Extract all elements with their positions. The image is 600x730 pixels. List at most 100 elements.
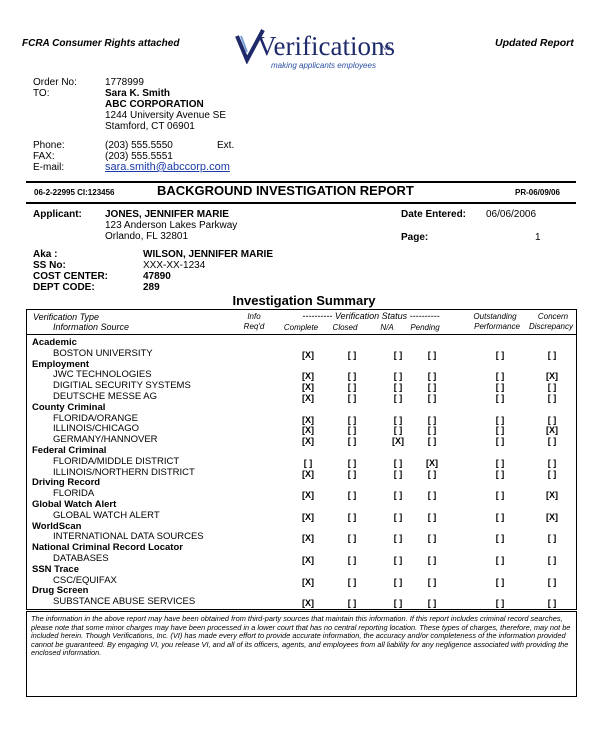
- value: XXX-XX-1234: [143, 260, 206, 271]
- status-box: [ ]: [495, 511, 505, 522]
- status-box: [X]: [546, 511, 558, 522]
- report-ref: PR-06/09/06: [515, 188, 560, 197]
- col-header: Pending: [410, 323, 440, 332]
- value: 1: [535, 232, 541, 243]
- status-box: [X]: [426, 457, 438, 468]
- group-name: Federal Criminal: [32, 445, 107, 456]
- status-box: [ ]: [547, 349, 557, 360]
- status-box: [ ]: [495, 576, 505, 587]
- status-box: [ ]: [495, 457, 505, 468]
- status-box: [ ]: [427, 425, 437, 436]
- value: Stamford, CT 06901: [105, 121, 195, 132]
- status-box: [ ]: [427, 490, 437, 501]
- col-header: Complete: [283, 323, 319, 332]
- status-box: [ ]: [547, 576, 557, 587]
- status-box: [ ]: [547, 468, 557, 479]
- status-box: [X]: [546, 425, 558, 436]
- status-box: [ ]: [393, 414, 403, 425]
- status-box: [ ]: [347, 598, 357, 609]
- status-box: [ ]: [393, 533, 403, 544]
- col-header: Outstanding: [473, 312, 517, 321]
- group-name: WorldScan: [32, 520, 82, 532]
- col-header: Req'd: [243, 322, 265, 331]
- status-box: [X]: [302, 349, 314, 360]
- status-box: [ ]: [495, 382, 505, 393]
- source-name: ILLINOIS/NORTHERN DISTRICT: [53, 466, 195, 478]
- label: Date Entered:: [401, 209, 467, 220]
- report-bar: [26, 181, 576, 204]
- status-box: [ ]: [347, 382, 357, 393]
- status-box: [ ]: [547, 382, 557, 393]
- value: ABC CORPORATION: [105, 99, 204, 110]
- status-box: [ ]: [347, 436, 357, 447]
- status-box: [ ]: [393, 555, 403, 565]
- value: 1778999: [105, 77, 144, 88]
- status-box: [ ]: [427, 598, 437, 609]
- status-box: [ ]: [427, 555, 437, 565]
- logo-name: Verifications: [257, 31, 395, 61]
- status-box: [ ]: [347, 457, 357, 468]
- group-name: National Criminal Record Locator: [32, 542, 183, 554]
- status-box: [ ]: [393, 349, 403, 360]
- value: WILSON, JENNIFER MARIE: [143, 249, 274, 260]
- col-header: Closed: [332, 323, 358, 332]
- status-box: [X]: [302, 533, 314, 544]
- status-box: [X]: [546, 371, 558, 382]
- status-box: [ ]: [347, 349, 357, 360]
- status-box: [X]: [302, 436, 314, 447]
- status-box: [ ]: [347, 425, 357, 436]
- source-name: GLOBAL WATCH ALERT: [53, 509, 160, 521]
- value: Orlando, FL 32801: [105, 231, 189, 242]
- status-box: [ ]: [393, 511, 403, 522]
- status-box: [ ]: [393, 371, 403, 382]
- source-name: INTERNATIONAL DATA SOURCES: [53, 531, 204, 543]
- col-header: Performance: [474, 322, 520, 331]
- label: FAX:: [33, 151, 55, 162]
- status-box: [ ]: [347, 371, 357, 382]
- source-name: DATABASES: [53, 553, 109, 564]
- status-box: [ ]: [495, 414, 505, 425]
- value: 1244 University Avenue SE: [105, 110, 227, 121]
- status-box: [ ]: [495, 425, 505, 436]
- value: 123 Anderson Lakes Parkway: [105, 220, 238, 231]
- status-box: [X]: [302, 576, 314, 587]
- header-divider: [27, 334, 576, 335]
- status-box: [ ]: [347, 555, 357, 565]
- col-header: Information Source: [53, 322, 130, 332]
- value: 06/06/2006: [486, 209, 537, 220]
- status-box: [ ]: [393, 490, 403, 501]
- group-name: Driving Record: [32, 477, 101, 489]
- label: E-mail:: [33, 162, 65, 173]
- status-box: [ ]: [427, 511, 437, 522]
- status-box: [X]: [302, 371, 314, 382]
- status-box: [X]: [302, 468, 314, 479]
- email-link[interactable]: sara.smith@abccorp.com: [105, 161, 230, 173]
- status-box: [ ]: [347, 393, 357, 403]
- source-name: DIGITIAL SECURITY SYSTEMS: [53, 380, 191, 392]
- status-box: [ ]: [393, 393, 403, 403]
- status-box: [ ]: [427, 468, 437, 479]
- source-name: JWC TECHNOLOGIES: [53, 369, 152, 381]
- status-box: [ ]: [495, 393, 505, 403]
- col-header: Discrepancy: [528, 322, 574, 331]
- group-name: Global Watch Alert: [32, 499, 117, 510]
- value: 289: [143, 282, 160, 293]
- status-box: [ ]: [427, 393, 437, 403]
- col-header: ---------- Verification Status ---------…: [302, 311, 440, 321]
- status-box: [ ]: [495, 349, 505, 360]
- status-box: [ ]: [427, 533, 437, 544]
- status-box: [ ]: [495, 371, 505, 382]
- status-box: [ ]: [427, 371, 437, 382]
- source-name: BOSTON UNIVERSITY: [53, 347, 153, 359]
- status-box: [X]: [302, 393, 314, 403]
- status-box: [X]: [302, 555, 314, 565]
- report-title: BACKGROUND INVESTIGATION REPORT: [157, 183, 414, 198]
- status-box: [ ]: [427, 349, 437, 360]
- status-box: [ ]: [495, 533, 505, 544]
- value: (203) 555.5550: [105, 140, 173, 151]
- status-box: [X]: [302, 490, 314, 501]
- fcra-note: FCRA Consumer Rights attached: [22, 38, 180, 49]
- status-box: [X]: [302, 511, 314, 522]
- status-box: [ ]: [495, 468, 505, 479]
